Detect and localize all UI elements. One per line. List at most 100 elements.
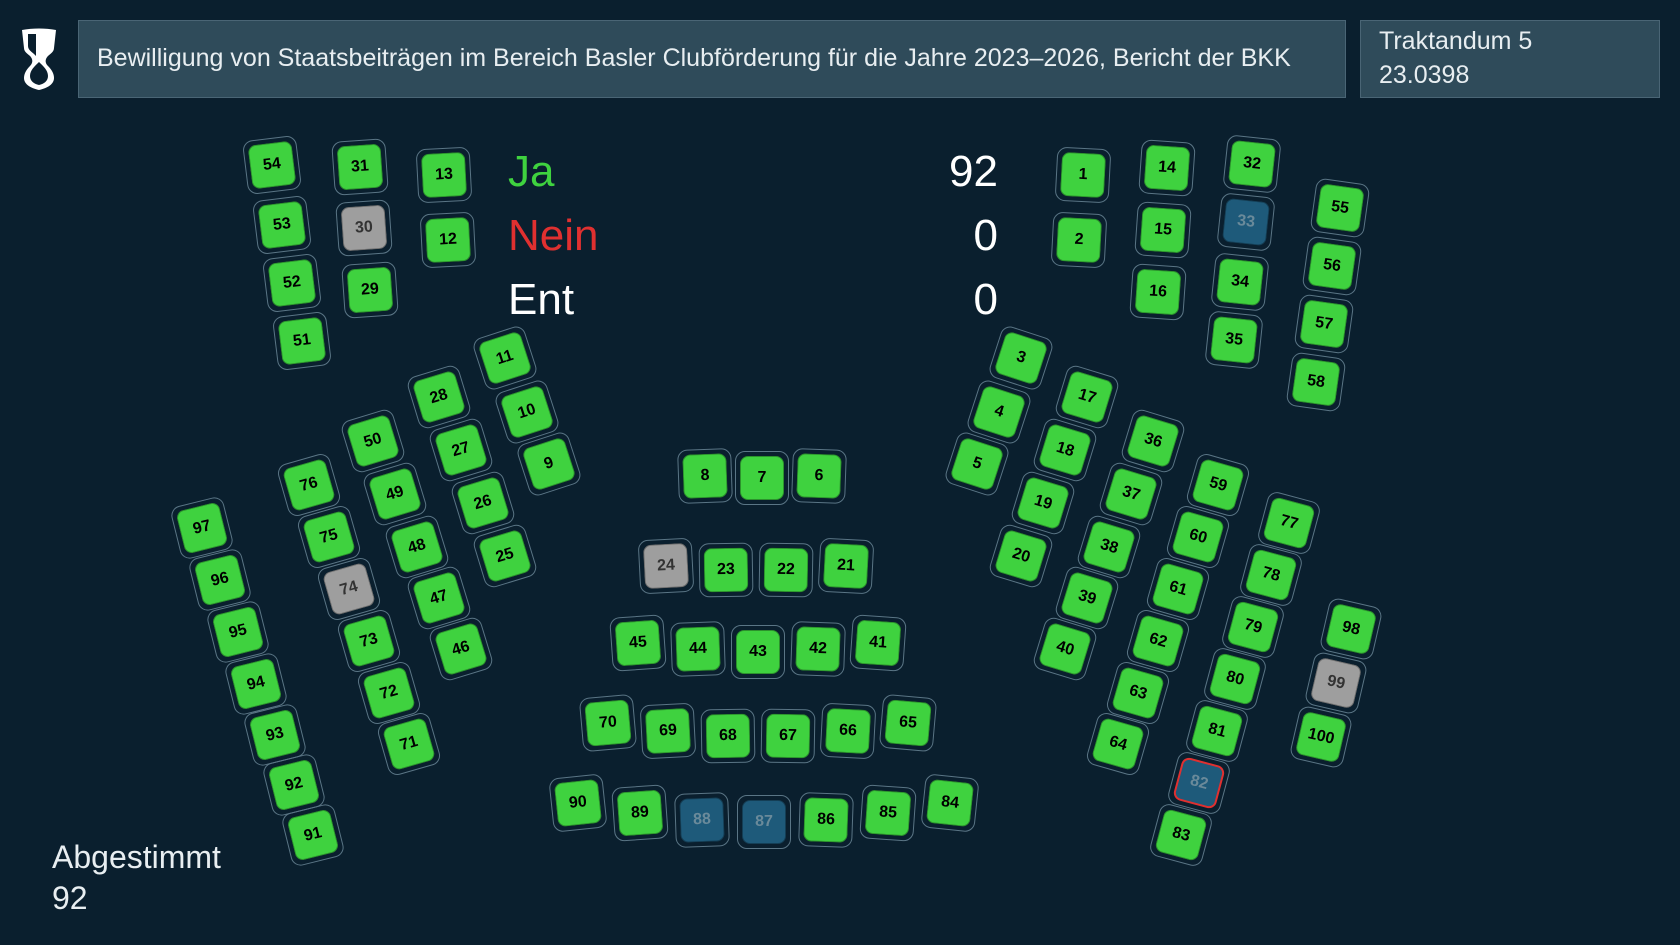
seat-55: 55 (1315, 183, 1365, 233)
seat-6: 6 (796, 453, 842, 499)
ja-count: 92 (949, 147, 998, 197)
seat-92: 92 (267, 758, 320, 811)
seat-frame (1238, 542, 1304, 608)
seat-frame (252, 195, 312, 255)
header: Bewilligung von Staatsbeiträgen im Berei… (78, 20, 1660, 98)
seat-frame (1009, 469, 1076, 536)
seat-1: 1 (1060, 152, 1106, 198)
seat-frame (987, 324, 1055, 392)
seat-frame (611, 784, 669, 842)
seat-83: 83 (1154, 808, 1208, 862)
seat-36: 36 (1126, 414, 1181, 469)
seat-14: 14 (1144, 145, 1191, 192)
seat-73: 73 (342, 614, 396, 668)
seat-frame (638, 538, 695, 595)
seat-frame (420, 212, 477, 269)
seat-90: 90 (554, 779, 602, 827)
seat-frame (1304, 651, 1369, 716)
seat-frame (341, 261, 399, 319)
seat-11: 11 (477, 330, 532, 385)
seat-frame (798, 792, 854, 848)
seat-81: 81 (1190, 704, 1244, 758)
seat-27: 27 (434, 423, 489, 478)
seat-frame (427, 615, 494, 682)
seat-frame (1097, 460, 1164, 527)
seat-9: 9 (521, 436, 576, 491)
seat-frame (818, 538, 875, 595)
seat-frame (943, 430, 1011, 498)
seat-25: 25 (478, 529, 533, 584)
seat-10: 10 (499, 384, 554, 439)
seat-frame (1075, 513, 1142, 580)
seat-85: 85 (865, 790, 912, 837)
seat-65: 65 (884, 699, 932, 747)
seat-2: 2 (1056, 217, 1102, 263)
seat-64: 64 (1091, 717, 1145, 771)
seat-frame (609, 614, 667, 672)
seat-frame (1210, 252, 1269, 311)
seat-50: 50 (346, 414, 401, 469)
seat-58: 58 (1291, 357, 1341, 407)
seat-frame (987, 522, 1054, 589)
seat-87: 87 (742, 800, 786, 844)
seat-39: 39 (1060, 571, 1115, 626)
seat-frame (735, 451, 789, 505)
basel-logo (14, 28, 64, 90)
seat-frame (1256, 490, 1322, 556)
seat-frame (416, 147, 473, 204)
seat-60: 60 (1171, 510, 1225, 564)
seat-98: 98 (1325, 603, 1378, 656)
seat-24: 24 (643, 543, 689, 589)
seat-frame (1085, 711, 1152, 778)
seat-63: 63 (1111, 666, 1165, 720)
seat-frame (187, 547, 252, 612)
seat-21: 21 (823, 543, 869, 589)
seat-26: 26 (456, 476, 511, 531)
seat-frame (356, 660, 423, 727)
nein-label: Nein (508, 211, 599, 261)
seat-frame (677, 448, 733, 504)
seat-29: 29 (347, 267, 394, 314)
seat-frame (515, 430, 583, 498)
seat-12: 12 (425, 217, 471, 263)
seat-frame (820, 703, 877, 760)
seat-frame (376, 711, 443, 778)
seat-frame (1310, 178, 1371, 239)
seat-37: 37 (1104, 467, 1159, 522)
seat-frame (791, 448, 847, 504)
seat-frame (336, 608, 403, 675)
seat-22: 22 (764, 548, 809, 593)
seat-frame (1125, 608, 1192, 675)
seat-17: 17 (1060, 370, 1115, 425)
seat-30: 30 (341, 205, 388, 252)
seat-95: 95 (211, 605, 264, 658)
footer-count: 92 (52, 880, 221, 917)
seat-frame (1053, 363, 1120, 430)
seat-35: 35 (1210, 316, 1258, 364)
seat-76: 76 (282, 458, 336, 512)
seat-57: 57 (1299, 299, 1349, 349)
seat-43: 43 (736, 630, 780, 674)
seat-frame (1286, 352, 1347, 413)
seat-frame (1204, 310, 1263, 369)
seat-frame (276, 452, 343, 519)
seat-32: 32 (1228, 140, 1276, 188)
seat-46: 46 (434, 622, 489, 677)
seat-frame (1222, 134, 1281, 193)
seat-56: 56 (1307, 241, 1357, 291)
seat-93: 93 (248, 708, 301, 761)
seat-frame (272, 311, 332, 371)
seat-40: 40 (1038, 622, 1093, 677)
seat-7: 7 (740, 456, 784, 500)
traktandum-label: Traktandum 5 (1379, 25, 1641, 59)
seat-frame (1216, 192, 1275, 251)
seat-77: 77 (1262, 496, 1316, 550)
seat-frame (674, 792, 730, 848)
seat-frame (261, 752, 326, 817)
header-title-box: Bewilligung von Staatsbeiträgen im Berei… (78, 20, 1346, 98)
seat-28: 28 (412, 370, 467, 425)
seat-frame (493, 378, 561, 446)
seat-96: 96 (193, 553, 246, 606)
reference-number: 23.0398 (1379, 59, 1641, 93)
seat-frame (849, 614, 907, 672)
